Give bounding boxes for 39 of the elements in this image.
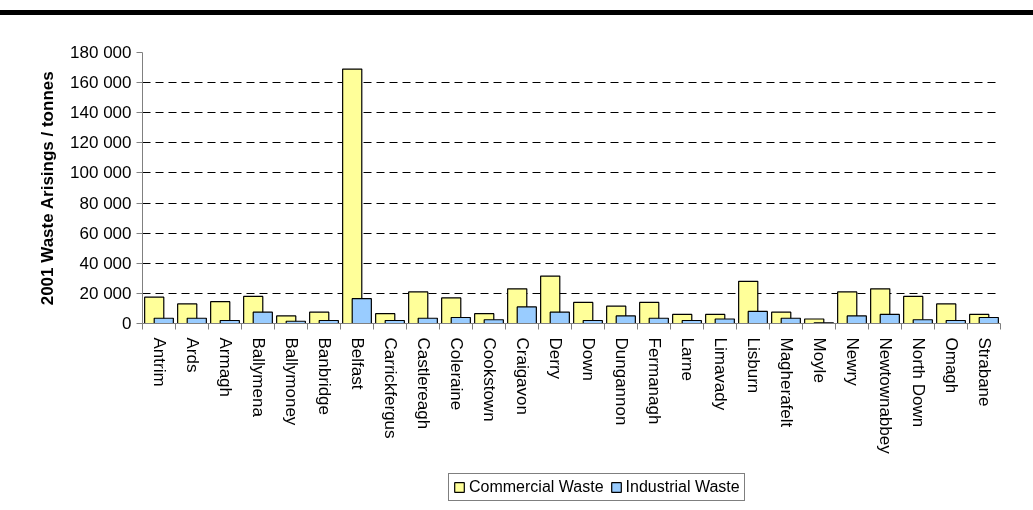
y-tick-label: 80 000 [79, 193, 132, 213]
y-tick-label: 0 [122, 314, 132, 333]
x-tick-label: Banbridge [314, 337, 334, 416]
x-tick-label: Strabane [974, 337, 994, 407]
x-tick-label: Down [578, 337, 598, 381]
y-axis-title: 2001 Waste Arisings / tonnes [38, 71, 58, 306]
x-tick-label: Castlereagh [413, 337, 433, 430]
y-tick-label: 160 000 [70, 73, 132, 93]
x-tick-label: Dungannon [611, 337, 631, 426]
x-tick-label: Moyle [809, 337, 829, 383]
x-tick-label: Newtownabbey [875, 337, 895, 455]
x-tick-label: Newry [842, 337, 862, 387]
legend-label: Industrial Waste [625, 478, 740, 496]
legend-label: Commercial Waste [469, 478, 604, 496]
x-tick-label: Antrim [149, 337, 169, 387]
x-tick-label: North Down [908, 337, 928, 428]
x-tick-label: Magherafelt [776, 337, 796, 428]
y-tick-label: 40 000 [79, 253, 132, 273]
y-tick-label: 100 000 [70, 163, 132, 183]
x-tick-label: Ballymena [248, 337, 268, 418]
x-tick-label: Ballymoney [281, 337, 301, 426]
x-tick-label: Larne [677, 337, 697, 381]
y-tick-label: 180 000 [70, 43, 132, 62]
x-tick-label: Carrickfergus [380, 337, 400, 439]
x-tick-label: Craigavon [512, 337, 532, 415]
x-tick-label: Fermanagh [644, 337, 664, 425]
x-tick-label: Coleraine [446, 337, 466, 411]
x-tick-label: Limavady [710, 337, 730, 411]
y-tick-label: 120 000 [70, 133, 132, 153]
x-tick-label: Cookstown [479, 337, 499, 422]
x-tick-label: Belfast [347, 337, 367, 390]
y-tick-label: 140 000 [70, 103, 132, 123]
x-tick-label: Ards [182, 337, 202, 373]
x-tick-label: Derry [545, 337, 565, 380]
x-tick-label: Armagh [215, 337, 235, 398]
x-tick-label: Omagh [941, 337, 961, 394]
y-tick-label: 20 000 [79, 283, 132, 303]
y-tick-label: 60 000 [79, 223, 132, 243]
x-tick-label: Lisburn [743, 337, 763, 394]
